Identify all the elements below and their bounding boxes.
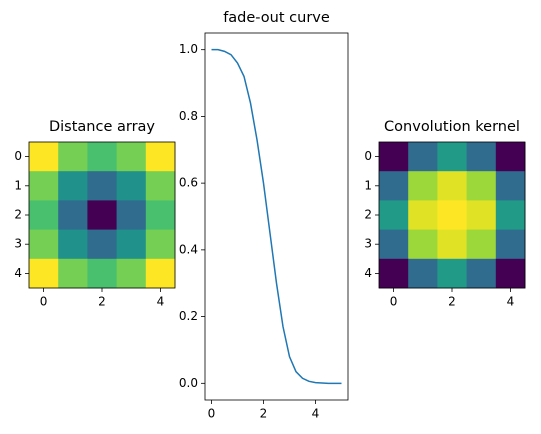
heatmap-cell xyxy=(87,171,117,201)
heatmap-cell xyxy=(145,142,176,172)
y-tick-label: 2 xyxy=(14,208,22,222)
heatmap-cell xyxy=(408,200,438,230)
heatmap-cell xyxy=(145,229,176,260)
heatmap-cell xyxy=(116,229,147,260)
x-tick-label: 0 xyxy=(40,295,48,309)
heatmap-cell xyxy=(87,229,117,260)
heatmap-cell xyxy=(116,142,147,172)
heatmap-cell xyxy=(466,200,497,230)
subplot-title: fade-out curve xyxy=(223,10,330,26)
heatmap-cell xyxy=(29,142,59,172)
y-tick-label: 4 xyxy=(364,266,372,280)
subplot-title: Convolution kernel xyxy=(384,119,520,135)
y-tick-label: 0.2 xyxy=(179,309,198,323)
x-tick-label: 0 xyxy=(390,295,398,309)
heatmap-cell xyxy=(495,171,526,201)
y-tick-label: 3 xyxy=(14,237,22,251)
heatmap-cell xyxy=(116,171,147,201)
y-tick-label: 0.0 xyxy=(179,376,198,390)
heatmap-cell xyxy=(466,229,497,260)
heatmap-cell xyxy=(437,171,467,201)
y-tick-label: 0.8 xyxy=(179,109,198,123)
heatmap-cell xyxy=(379,142,409,172)
heatmap-cell xyxy=(29,200,59,230)
y-tick-label: 0 xyxy=(14,149,22,163)
heatmap-cell xyxy=(87,142,117,172)
heatmap-cell xyxy=(145,171,176,201)
x-tick-label: 2 xyxy=(448,295,456,309)
x-tick-label: 4 xyxy=(157,295,165,309)
heatmap-cell xyxy=(466,142,497,172)
heatmap-cell xyxy=(116,200,147,230)
heatmap-cell xyxy=(145,200,176,230)
y-tick-label: 1.0 xyxy=(179,42,198,56)
heatmap-cell xyxy=(437,229,467,260)
line xyxy=(211,48,342,385)
heatmap-cell xyxy=(58,229,88,260)
heatmap-cell xyxy=(379,229,409,260)
heatmap-cell xyxy=(408,171,438,201)
heatmap-cell xyxy=(408,229,438,260)
y-tick-label: 1 xyxy=(364,178,372,192)
heatmap-cell xyxy=(408,142,438,172)
heatmap-cell xyxy=(466,171,497,201)
heatmap-cell xyxy=(87,200,117,230)
heatmap-cell xyxy=(495,258,526,289)
heatmap-cell xyxy=(437,200,467,230)
heatmap-cell xyxy=(58,258,88,289)
heatmap-cell xyxy=(29,171,59,201)
y-tick-label: 0.6 xyxy=(179,176,198,190)
y-tick-label: 0.4 xyxy=(179,242,198,256)
heatmap-cell xyxy=(495,229,526,260)
heatmap-cell xyxy=(58,171,88,201)
heatmap-cell xyxy=(437,258,467,289)
y-tick-label: 3 xyxy=(364,237,372,251)
heatmap-cell xyxy=(29,258,59,289)
heatmap-cell xyxy=(379,258,409,289)
heatmap-cell xyxy=(116,258,147,289)
subplot-title: Distance array xyxy=(49,119,155,135)
heatmap-cell xyxy=(495,200,526,230)
y-tick-label: 0 xyxy=(364,149,372,163)
x-tick-label: 0 xyxy=(208,407,216,421)
x-tick-label: 2 xyxy=(98,295,106,309)
heatmap-cell xyxy=(87,258,117,289)
y-tick-label: 4 xyxy=(14,266,22,280)
x-tick-label: 4 xyxy=(312,407,320,421)
axes-frame xyxy=(204,32,349,401)
heatmap-cell xyxy=(58,200,88,230)
heatmap-cell xyxy=(29,229,59,260)
x-tick-label: 2 xyxy=(260,407,268,421)
x-tick-label: 4 xyxy=(507,295,515,309)
heatmap-cell xyxy=(58,142,88,172)
heatmap-cell xyxy=(466,258,497,289)
y-tick-label: 2 xyxy=(364,208,372,222)
y-tick-label: 1 xyxy=(14,178,22,192)
heatmap-cell xyxy=(379,171,409,201)
heatmap-cell xyxy=(408,258,438,289)
heatmap-cell xyxy=(379,200,409,230)
heatmap-cell xyxy=(495,142,526,172)
heatmap-cell xyxy=(145,258,176,289)
heatmap-cell xyxy=(437,142,467,172)
